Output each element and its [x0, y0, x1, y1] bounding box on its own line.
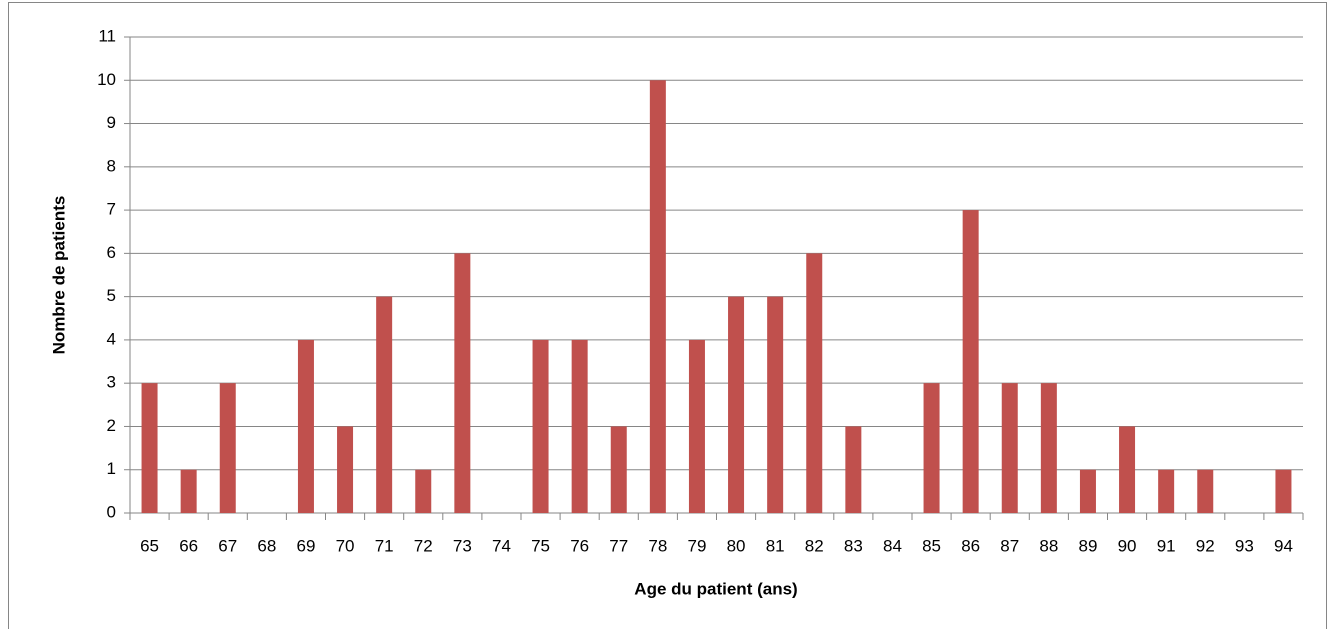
bar — [1079, 469, 1096, 513]
y-tick-label: 6 — [107, 243, 116, 262]
x-tick-label: 94 — [1274, 536, 1293, 555]
x-tick-label: 71 — [375, 536, 394, 555]
y-tick-label: 0 — [107, 502, 116, 521]
bar — [532, 339, 549, 513]
bar — [845, 426, 862, 513]
x-tick-label: 70 — [336, 536, 355, 555]
x-axis-title: Age du patient (ans) — [634, 579, 797, 598]
x-tick-label: 66 — [179, 536, 198, 555]
x-tick-label: 68 — [257, 536, 276, 555]
x-tick-label: 90 — [1118, 536, 1137, 555]
x-tick-label: 72 — [414, 536, 433, 555]
x-tick-label: 65 — [140, 536, 159, 555]
x-tick-label: 78 — [648, 536, 667, 555]
bar — [610, 426, 627, 513]
bar — [141, 383, 158, 513]
bar — [962, 210, 979, 513]
bar — [1040, 383, 1057, 513]
y-tick-label: 5 — [107, 286, 116, 305]
x-tick-label: 93 — [1235, 536, 1254, 555]
x-tick-label: 76 — [570, 536, 589, 555]
bar — [376, 296, 393, 513]
x-tick-label: 86 — [961, 536, 980, 555]
x-tick-label: 92 — [1196, 536, 1215, 555]
y-tick-label: 3 — [107, 373, 116, 392]
bar — [649, 80, 666, 513]
y-tick-label: 8 — [107, 156, 116, 175]
bar — [806, 253, 823, 513]
x-tick-label: 82 — [805, 536, 824, 555]
bar — [1001, 383, 1018, 513]
x-tick-label: 75 — [531, 536, 550, 555]
y-tick-label: 7 — [107, 200, 116, 219]
chart-frame — [8, 2, 1327, 629]
y-tick-label: 10 — [97, 70, 116, 89]
x-tick-label: 74 — [492, 536, 511, 555]
bar — [767, 296, 784, 513]
y-tick-label: 2 — [107, 416, 116, 435]
bar — [1119, 426, 1136, 513]
x-tick-label: 80 — [727, 536, 746, 555]
x-tick-label: 88 — [1039, 536, 1058, 555]
bar — [1275, 469, 1292, 513]
x-tick-label: 87 — [1000, 536, 1019, 555]
bar — [337, 426, 354, 513]
x-tick-label: 81 — [766, 536, 785, 555]
y-tick-label: 9 — [107, 113, 116, 132]
x-tick-label: 69 — [296, 536, 315, 555]
x-tick-label: 83 — [844, 536, 863, 555]
x-tick-label: 91 — [1157, 536, 1176, 555]
x-tick-label: 73 — [453, 536, 472, 555]
y-tick-label: 1 — [107, 459, 116, 478]
bar — [454, 253, 471, 513]
bar — [219, 383, 236, 513]
x-tick-label: 77 — [609, 536, 628, 555]
bar — [297, 339, 314, 513]
bar — [180, 469, 197, 513]
bar — [923, 383, 940, 513]
x-tick-label: 89 — [1078, 536, 1097, 555]
bar — [571, 339, 588, 513]
x-tick-label: 79 — [687, 536, 706, 555]
bar — [1197, 469, 1214, 513]
bar — [1158, 469, 1175, 513]
bar — [728, 296, 745, 513]
x-tick-label: 67 — [218, 536, 237, 555]
x-tick-label: 85 — [922, 536, 941, 555]
bar — [688, 339, 705, 513]
bar — [415, 469, 432, 513]
y-tick-label: 4 — [107, 329, 116, 348]
y-tick-label: 11 — [98, 26, 116, 45]
y-axis-title: Nombre de patients — [49, 196, 68, 355]
x-tick-label: 84 — [883, 536, 902, 555]
